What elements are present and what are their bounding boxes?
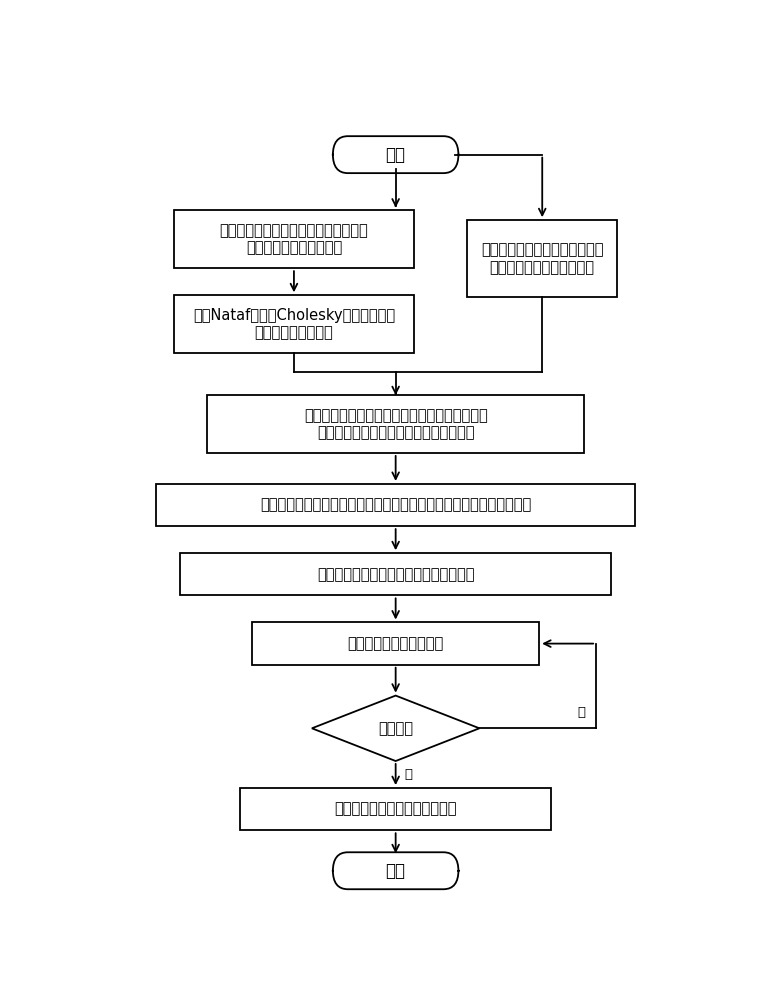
FancyBboxPatch shape xyxy=(333,136,459,173)
Polygon shape xyxy=(312,696,479,761)
FancyBboxPatch shape xyxy=(333,852,459,889)
Text: 开始: 开始 xyxy=(386,146,405,164)
Text: 将风力、光伏出力值和需求负荷相关性样本与蒙
特卡洛模拟得到的采样值正交得运行场景: 将风力、光伏出力值和需求负荷相关性样本与蒙 特卡洛模拟得到的采样值正交得运行场景 xyxy=(303,408,488,440)
Bar xyxy=(181,553,611,595)
Text: 根据聚类有效性指标选择最佳聚类数，利用场景聚类方法典型运行场景: 根据聚类有效性指标选择最佳聚类数，利用场景聚类方法典型运行场景 xyxy=(260,497,531,512)
Bar xyxy=(252,622,540,665)
Text: 以蒙特卡洛模拟得到具有不确定
性的电动汽车充电负荷样本: 以蒙特卡洛模拟得到具有不确定 性的电动汽车充电负荷样本 xyxy=(481,242,604,275)
Text: 以改进的粒子群算法求解: 以改进的粒子群算法求解 xyxy=(347,636,444,651)
Text: 采用Nataf变换与Cholesky分解将采样得
到随机变量进行排序: 采用Nataf变换与Cholesky分解将采样得 到随机变量进行排序 xyxy=(193,308,395,340)
Text: 否: 否 xyxy=(577,706,585,719)
Text: 用机会约束规划方法建立配电网规划模型: 用机会约束规划方法建立配电网规划模型 xyxy=(317,567,475,582)
Bar xyxy=(468,220,617,297)
Bar xyxy=(156,484,635,526)
Text: 利用拉丁超立方抽样方法对风速、光照
强度及需求负荷进行采样: 利用拉丁超立方抽样方法对风速、光照 强度及需求负荷进行采样 xyxy=(219,223,368,256)
Bar xyxy=(174,210,414,268)
Bar xyxy=(207,395,584,453)
Bar xyxy=(240,788,551,830)
Bar xyxy=(174,295,414,353)
Text: 结束: 结束 xyxy=(386,862,405,880)
Text: 是: 是 xyxy=(405,768,413,781)
Text: 得到最优个体，即最佳规划方案: 得到最优个体，即最佳规划方案 xyxy=(334,802,457,817)
Text: 是否收敛: 是否收敛 xyxy=(378,721,413,736)
